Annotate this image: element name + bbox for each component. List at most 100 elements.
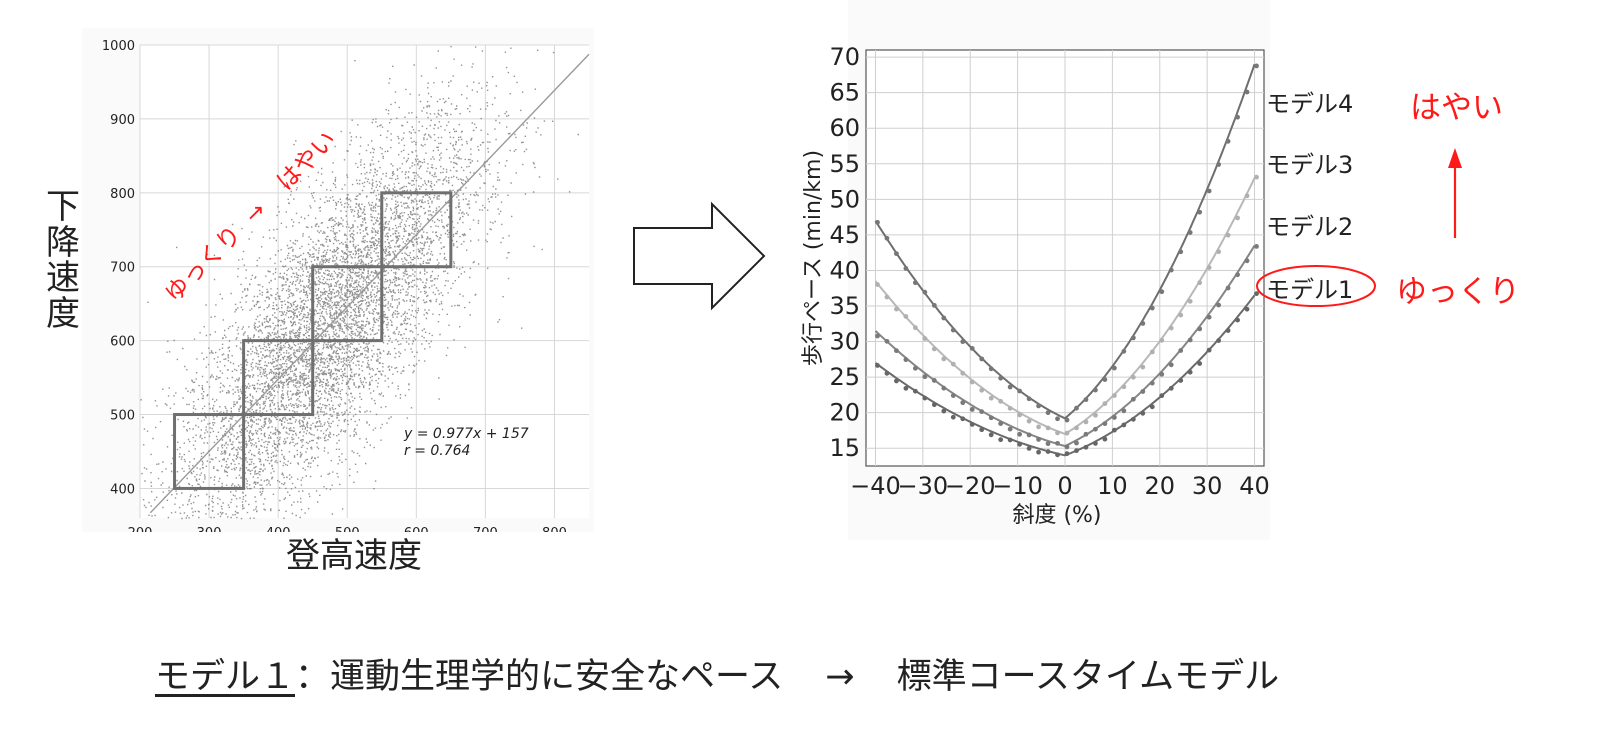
scatter-y-tick: 600 bbox=[110, 335, 135, 350]
pace-data-point bbox=[1045, 410, 1051, 416]
pace-data-point bbox=[1206, 265, 1212, 270]
pace-data-point bbox=[1083, 419, 1089, 425]
scatter-x-tick: 200 bbox=[128, 526, 153, 532]
pace-data-point bbox=[979, 356, 985, 362]
pace-data-point bbox=[903, 385, 909, 391]
pace-data-point bbox=[1225, 232, 1231, 238]
pace-data-point bbox=[1168, 325, 1174, 331]
pace-data-point bbox=[1083, 397, 1089, 403]
pace-data-point bbox=[884, 370, 890, 376]
pace-data-point bbox=[1244, 193, 1250, 199]
pace-data-point bbox=[1130, 396, 1136, 402]
pace-data-point bbox=[922, 289, 928, 295]
pace-data-point bbox=[912, 388, 918, 394]
pace-data-point bbox=[922, 374, 928, 380]
pace-chart: −40−30−20−10 0 10 20 30 40 15 20 25 30 35 40 45 50 55 6… bbox=[801, 0, 1270, 540]
pace-data-point bbox=[912, 325, 918, 331]
caption-result: 標準コースタイムモデル bbox=[896, 657, 1280, 697]
pace-data-point bbox=[988, 395, 994, 401]
scatter-y-tick: 800 bbox=[110, 187, 135, 202]
pace-data-point bbox=[894, 378, 899, 384]
pace-data-point bbox=[1093, 412, 1098, 418]
pace-data-point bbox=[1140, 321, 1146, 326]
pace-data-point bbox=[941, 385, 947, 391]
pace-data-point bbox=[1017, 441, 1023, 447]
pace-data-point bbox=[1093, 441, 1098, 446]
pace-data-point bbox=[1102, 401, 1108, 407]
pace-data-point bbox=[1225, 328, 1231, 333]
pace-x-tick: 40 bbox=[1239, 472, 1270, 500]
pace-data-point bbox=[1064, 451, 1070, 457]
pace-data-point bbox=[1045, 425, 1051, 431]
pace-data-point bbox=[1168, 267, 1174, 273]
pace-data-point bbox=[1074, 425, 1079, 431]
pace-data-point bbox=[1197, 209, 1203, 215]
pace-data-point bbox=[1121, 384, 1127, 390]
pace-data-point bbox=[1168, 385, 1174, 391]
caption-text: 運動生理学的に安全なペース bbox=[330, 657, 784, 697]
speed-boxes bbox=[173, 191, 453, 490]
pace-data-point bbox=[875, 363, 880, 368]
pace-data-point bbox=[931, 378, 937, 383]
scatter-y-axis-label: 下降速度 bbox=[46, 187, 80, 335]
pace-data-point bbox=[1187, 298, 1193, 304]
pace-data-point bbox=[903, 357, 909, 363]
pace-data-point bbox=[1244, 258, 1250, 264]
pace-data-point bbox=[875, 219, 880, 225]
scatter-x-tick: 700 bbox=[473, 526, 498, 532]
pace-data-point bbox=[1178, 378, 1184, 383]
pace-data-point bbox=[1102, 377, 1108, 382]
pace-data-point bbox=[1111, 365, 1117, 371]
pace-data-point bbox=[1007, 426, 1013, 432]
pace-data-point bbox=[998, 437, 1004, 443]
pace-data-point bbox=[1017, 412, 1023, 418]
pace-data-point bbox=[960, 400, 966, 406]
pace-y-tick: 70 bbox=[829, 43, 860, 71]
pace-data-point bbox=[1244, 89, 1250, 95]
pace-data-point bbox=[1026, 445, 1032, 451]
pace-data-point bbox=[1235, 272, 1240, 278]
pace-data-point bbox=[1064, 444, 1070, 450]
pace-data-point bbox=[1121, 422, 1127, 428]
pace-data-point bbox=[1036, 449, 1041, 455]
pace-data-point bbox=[1055, 440, 1060, 446]
model-label-3: モデル3 bbox=[1266, 151, 1354, 179]
regression-equation: y = 0.977x + 157 bbox=[403, 426, 529, 442]
pace-data-point bbox=[1235, 317, 1240, 323]
pace-data-point bbox=[1083, 431, 1089, 437]
pace-data-point bbox=[1206, 314, 1212, 320]
pace-data-point bbox=[875, 282, 880, 287]
regression-line bbox=[149, 53, 590, 514]
pace-data-point bbox=[979, 427, 985, 433]
pace-data-point bbox=[1168, 362, 1174, 368]
model-label-2: モデル2 bbox=[1266, 213, 1354, 241]
pace-data-point bbox=[1083, 444, 1089, 450]
pace-data-point bbox=[1026, 396, 1032, 402]
caption-arrow: → bbox=[825, 657, 855, 697]
pace-data-point bbox=[903, 314, 909, 319]
pace-data-point bbox=[1074, 448, 1079, 454]
pace-data-point bbox=[1093, 387, 1098, 393]
pace-data-point bbox=[988, 415, 994, 421]
pace-data-point bbox=[1007, 437, 1013, 443]
pace-data-point bbox=[1064, 430, 1070, 436]
pace-data-point bbox=[1074, 405, 1079, 411]
correlation-value: r = 0.764 bbox=[404, 443, 470, 459]
pace-data-point bbox=[969, 346, 975, 351]
pace-data-point bbox=[1197, 326, 1203, 332]
pace-data-point bbox=[1149, 404, 1155, 410]
pace-data-point bbox=[1178, 249, 1184, 255]
pace-data-point bbox=[1130, 335, 1136, 341]
pace-data-point bbox=[1064, 417, 1070, 423]
pace-data-point bbox=[1093, 426, 1098, 432]
pace-data-point bbox=[1149, 380, 1155, 386]
pace-data-point bbox=[1187, 369, 1193, 375]
slow-label: ゆっくり bbox=[1396, 274, 1520, 310]
pace-y-tick: 50 bbox=[829, 185, 860, 213]
pace-data-point bbox=[1130, 374, 1136, 380]
pace-data-point bbox=[1102, 421, 1108, 427]
speed-box bbox=[173, 413, 246, 490]
pace-data-point bbox=[1111, 427, 1117, 433]
caption-model: モデル１ bbox=[155, 657, 296, 697]
